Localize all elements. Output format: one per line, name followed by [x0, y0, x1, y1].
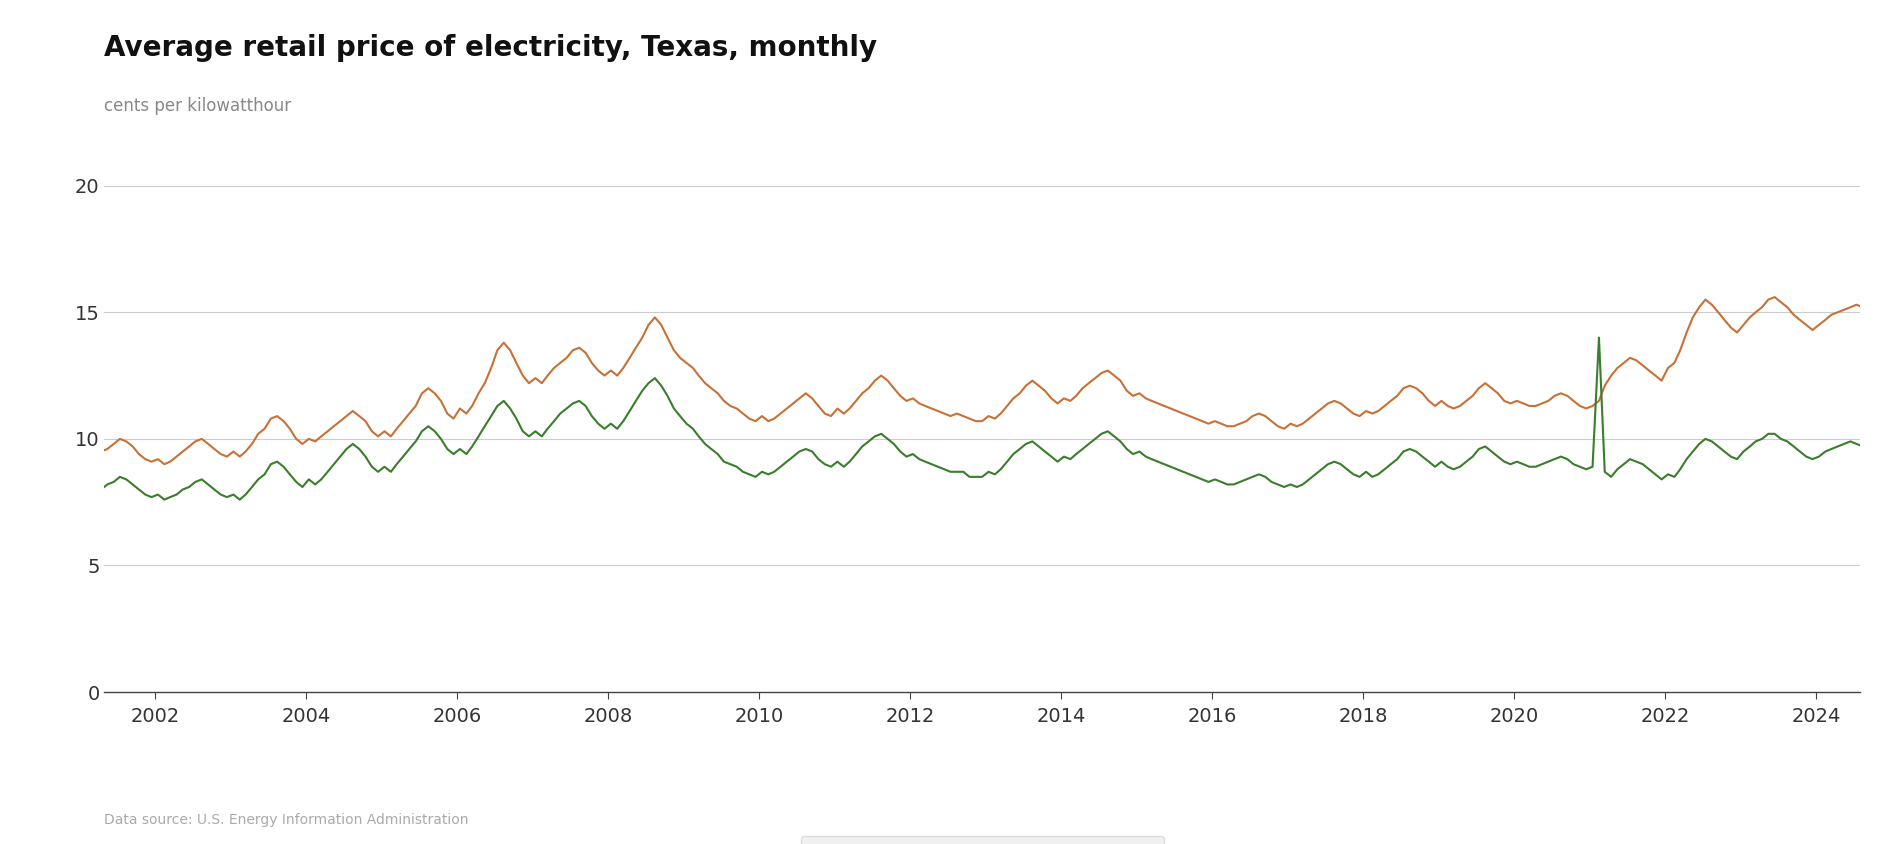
Legend: residential, commercial: residential, commercial — [801, 836, 1163, 844]
Text: Average retail price of electricity, Texas, monthly: Average retail price of electricity, Tex… — [104, 34, 877, 62]
Text: Data source: U.S. Energy Information Administration: Data source: U.S. Energy Information Adm… — [104, 813, 469, 827]
Text: cents per kilowatthour: cents per kilowatthour — [104, 97, 292, 115]
